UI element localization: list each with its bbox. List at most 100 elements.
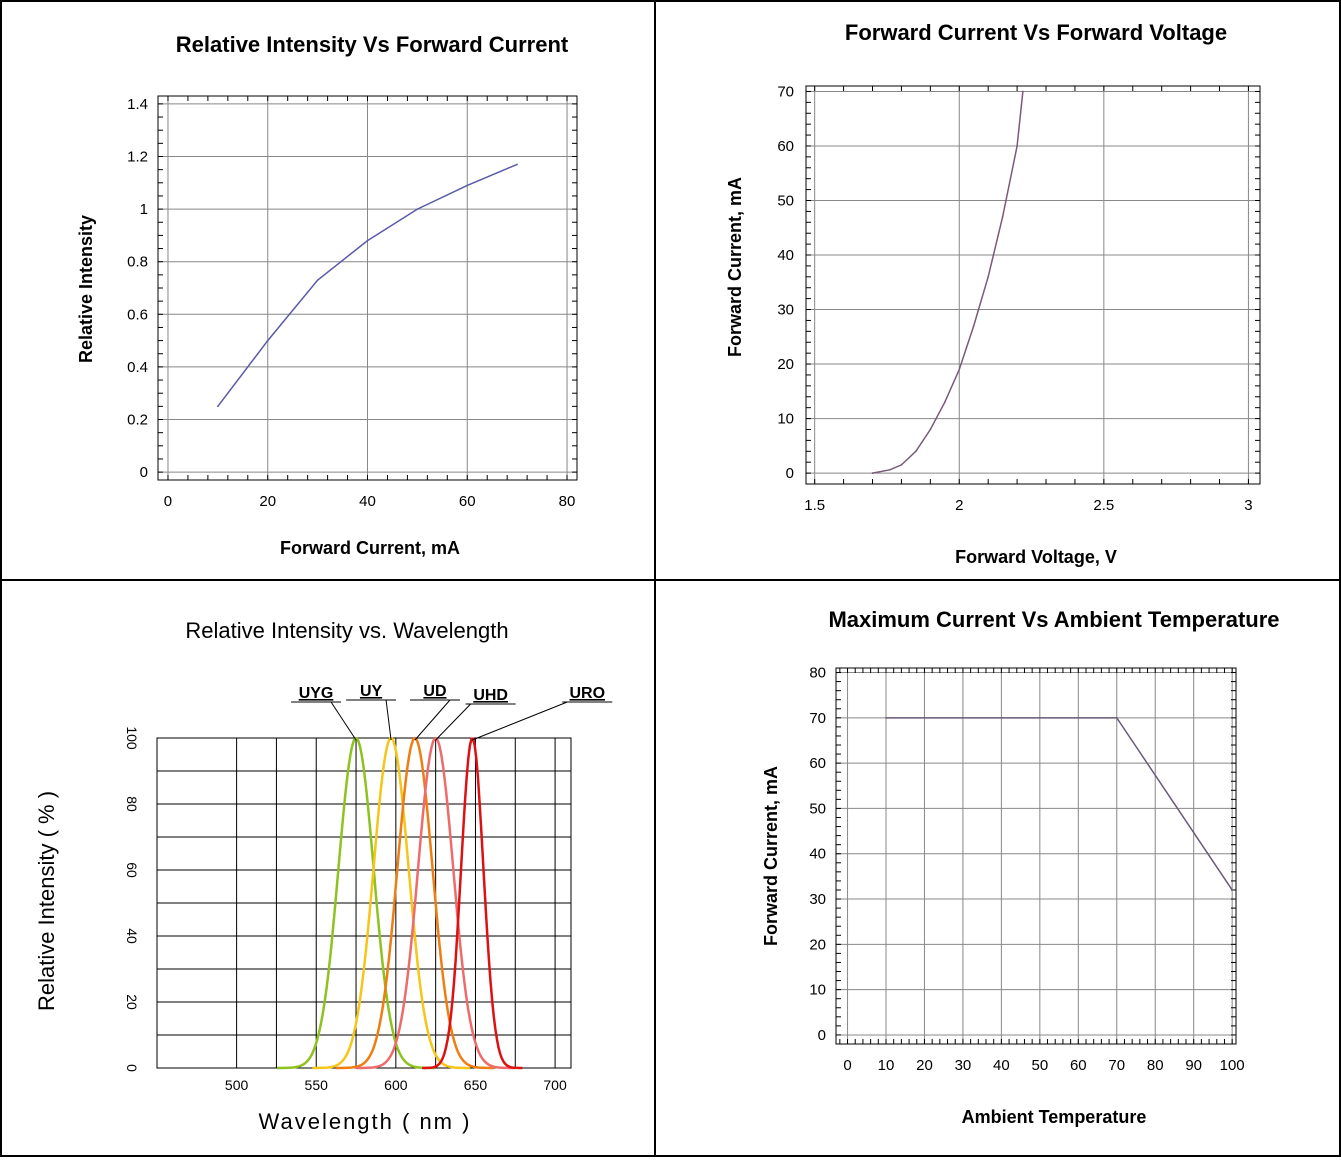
data-point [987, 276, 989, 278]
chart-3-svg: Maximum Current Vs Ambient Temperature 0 1… [761, 607, 1280, 1127]
data-point [885, 717, 887, 719]
legend-label-uhd: UHD [473, 687, 508, 704]
y-tick-label: 80 [809, 665, 826, 682]
series-line-0 [886, 717, 1233, 891]
x-tick-label: 30 [955, 1057, 972, 1074]
legend-leader-uyg [330, 701, 357, 741]
y-tick-label: 10 [809, 982, 826, 999]
y-tick-label: 0.8 [127, 254, 148, 271]
x-tick-label: 40 [993, 1057, 1010, 1074]
chart-title: Forward Current Vs Forward Voltage [845, 20, 1227, 45]
legend-leader-ud [414, 699, 451, 741]
chart-title: Maximum Current Vs Ambient Temperature [828, 607, 1279, 632]
y-tick-label: 60 [124, 862, 140, 878]
y-tick-label: 100 [124, 726, 140, 750]
data-point [944, 401, 946, 404]
y-tick-label: 60 [777, 138, 794, 155]
x-axis-label: Forward Voltage, V [955, 547, 1117, 567]
chart-0-svg: Relative Intensity Vs Forward Current 0 20… [76, 32, 578, 558]
y-tick-label: 40 [777, 247, 794, 264]
data-point [889, 469, 891, 471]
y-tick-label: 20 [809, 936, 826, 953]
x-tick-label: 0 [843, 1057, 851, 1074]
x-tick-label: 0 [164, 493, 172, 510]
legend-label-uyg: UYG [299, 685, 334, 702]
x-tick-label: 20 [916, 1057, 933, 1074]
plot-frame [805, 85, 1261, 485]
data-point [316, 279, 319, 281]
chart-title: Relative Intensity Vs Forward Current [176, 32, 569, 57]
x-tick-label: 650 [464, 1077, 488, 1093]
x-tick-label: 500 [225, 1077, 249, 1093]
y-tick-label: 0.6 [127, 306, 148, 323]
y-tick-label: 60 [809, 755, 826, 772]
legend-label-ud: UD [423, 683, 446, 700]
legend-label-uro: URO [569, 685, 605, 702]
y-tick-label: 0 [124, 1064, 140, 1072]
x-tick-label: 2 [955, 497, 963, 514]
y-tick-label: 0.4 [127, 359, 148, 376]
x-tick-label: 2.5 [1093, 497, 1114, 514]
y-axis-label: Forward Current, mA [725, 177, 745, 357]
x-tick-label: 80 [559, 493, 576, 510]
y-tick-label: 20 [124, 994, 140, 1010]
x-tick-label: 600 [384, 1077, 408, 1093]
y-tick-label: 1.2 [127, 148, 148, 165]
y-tick-label: 40 [124, 928, 140, 944]
x-tick-label: 40 [359, 493, 376, 510]
y-tick-label: 30 [809, 891, 826, 908]
y-tick-label: 30 [777, 302, 794, 319]
data-point [1231, 889, 1233, 891]
x-tick-label: 70 [1108, 1057, 1125, 1074]
spectrum-uhd [356, 737, 515, 1070]
y-tick-label: 0 [140, 464, 148, 481]
y-tick-label: 10 [777, 411, 794, 428]
y-axis-label: Relative Intensity [76, 215, 96, 363]
y-tick-label: 0 [818, 1027, 826, 1044]
data-point [972, 325, 975, 327]
spectrum-uro [422, 737, 523, 1070]
data-point [1115, 717, 1118, 719]
data-point [266, 339, 269, 342]
legend-leader-uy [385, 699, 392, 741]
data-point [366, 239, 369, 242]
chart-relative-intensity-vs-wavelength: Relative Intensity vs. Wavelength 500 550 6… [2, 581, 654, 1155]
y-tick-label: 70 [777, 83, 794, 100]
y-tick-label: 50 [809, 800, 826, 817]
y-tick-label: 1 [140, 201, 148, 218]
spectrum-ud [336, 737, 494, 1070]
data-point [871, 472, 874, 474]
x-tick-label: 60 [459, 493, 476, 510]
x-tick-label: 90 [1185, 1057, 1202, 1074]
y-tick-label: 80 [124, 796, 140, 812]
data-point [466, 184, 469, 187]
data-point [900, 464, 903, 466]
legend-leader-uro [472, 701, 568, 741]
data-point [1001, 216, 1004, 218]
data-point [929, 428, 932, 431]
chart-2-svg: Relative Intensity vs. Wavelength 500 550 6… [34, 618, 613, 1134]
x-axis-label: Wavelength ( nm ) [259, 1109, 472, 1134]
chart-maximum-current-vs-ambient-temperature: Maximum Current Vs Ambient Temperature 0 1… [656, 581, 1339, 1155]
x-axis-label: Forward Current, mA [280, 538, 460, 558]
data-point [958, 368, 961, 371]
x-tick-label: 700 [543, 1077, 567, 1093]
x-tick-label: 80 [1147, 1057, 1164, 1074]
data-point [217, 405, 219, 408]
x-tick-label: 1.5 [804, 497, 825, 514]
chart-forward-current-vs-forward-voltage: Forward Current Vs Forward Voltage 1.5 2 2.… [656, 2, 1339, 579]
y-tick-label: 50 [777, 192, 794, 209]
data-point [516, 163, 518, 166]
y-tick-label: 1.4 [127, 96, 148, 113]
data-point [1022, 90, 1024, 93]
y-tick-label: 0.2 [127, 412, 148, 429]
x-tick-label: 50 [1032, 1057, 1049, 1074]
y-axis-label: Forward Current, mA [761, 766, 781, 946]
x-tick-label: 10 [878, 1057, 895, 1074]
x-tick-label: 100 [1220, 1057, 1245, 1074]
chart-title: Relative Intensity vs. Wavelength [185, 618, 508, 643]
legend-leader-uhd [435, 703, 472, 741]
plot-frame [835, 667, 1237, 1045]
y-tick-label: 40 [809, 846, 826, 863]
